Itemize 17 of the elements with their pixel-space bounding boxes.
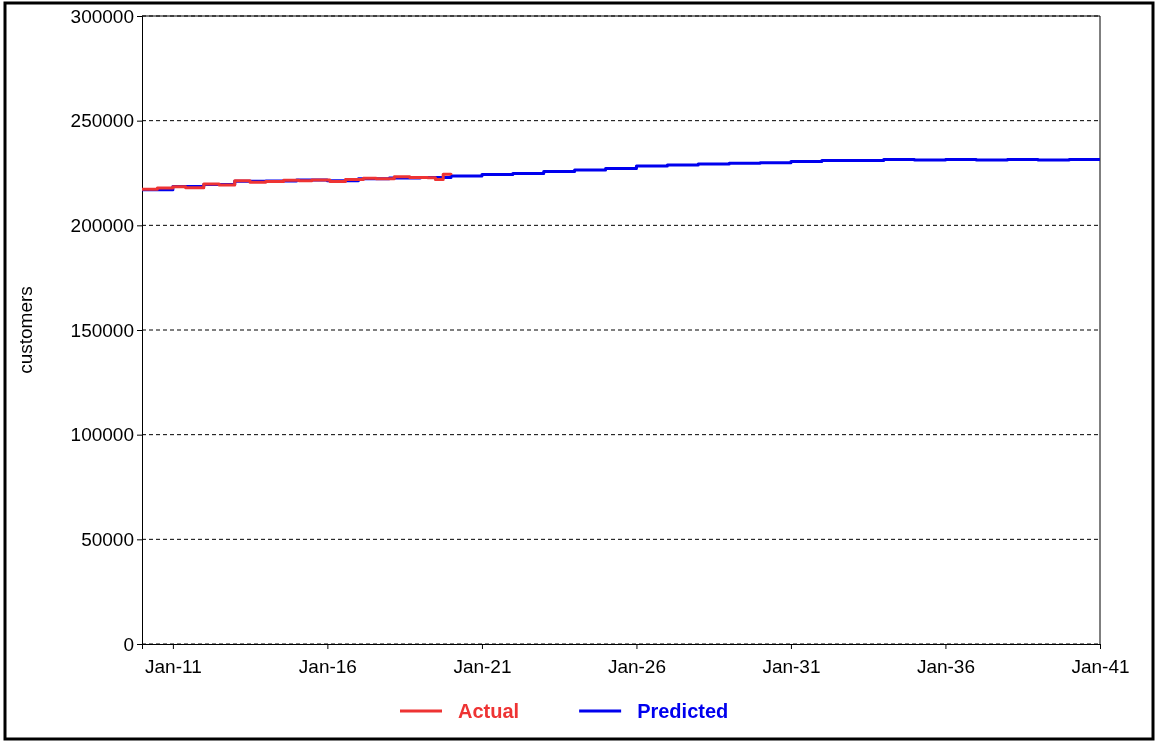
x-tick-label: Jan-41 xyxy=(1071,655,1130,677)
x-tick-label: Jan-26 xyxy=(607,655,666,677)
x-tick-label: Jan-31 xyxy=(762,655,821,677)
y-tick-label: 250000 xyxy=(70,110,134,132)
y-tick-label: 200000 xyxy=(70,214,134,236)
y-tick-label: 150000 xyxy=(70,319,134,341)
y-tick-label: 100000 xyxy=(70,424,134,446)
legend-label: Predicted xyxy=(637,700,729,722)
y-axis-title: customers xyxy=(15,286,36,374)
x-tick-label: Jan-36 xyxy=(916,655,975,677)
x-tick-label: Jan-11 xyxy=(145,655,202,677)
y-tick-label: 0 xyxy=(123,633,134,655)
y-tick-label: 50000 xyxy=(81,528,134,550)
x-tick-label: Jan-21 xyxy=(453,655,512,677)
legend-label: Actual xyxy=(458,700,520,722)
x-tick-label: Jan-16 xyxy=(298,655,357,677)
y-tick-label: 300000 xyxy=(70,5,134,27)
